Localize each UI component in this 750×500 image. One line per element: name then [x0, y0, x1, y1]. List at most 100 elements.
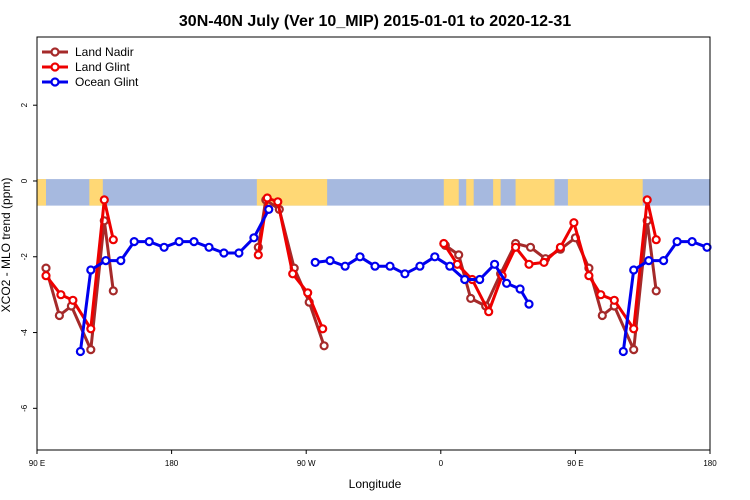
y-tick-label: -6 — [20, 404, 29, 412]
data-point — [174, 237, 184, 247]
data-point — [651, 235, 661, 245]
data-point — [400, 269, 410, 279]
land-band — [443, 179, 459, 206]
x-tick-label: 0 — [439, 459, 444, 468]
plot-frame — [36, 36, 711, 451]
legend-marker — [50, 62, 60, 72]
legend-item: Ocean Glint — [42, 75, 139, 89]
data-point — [629, 265, 639, 275]
series-land-nadir — [41, 195, 661, 355]
data-point — [484, 307, 494, 317]
data-point — [303, 288, 313, 298]
data-point — [454, 250, 464, 260]
y-tick-label: -4 — [20, 328, 29, 336]
series-line — [44, 219, 115, 352]
data-point — [702, 242, 712, 252]
data-point — [325, 256, 335, 266]
data-point — [340, 261, 350, 271]
data-point — [385, 261, 395, 271]
land-ocean-strip — [37, 179, 710, 206]
data-point — [609, 295, 619, 305]
data-point — [129, 237, 139, 247]
data-point — [597, 310, 607, 321]
data-point — [234, 248, 244, 258]
data-point — [569, 218, 579, 228]
chart-title: 30N-40N July (Ver 10_MIP) 2015-01-01 to … — [179, 13, 571, 30]
data-point — [555, 242, 566, 252]
x-axis-label: Longitude — [349, 477, 402, 491]
data-point — [502, 278, 512, 288]
x-tick-label: 90 E — [567, 459, 583, 468]
series-line — [442, 198, 658, 331]
data-point — [101, 256, 111, 266]
data-point — [86, 324, 96, 334]
legend-label: Land Glint — [75, 60, 130, 74]
data-point — [288, 269, 298, 279]
data-point — [219, 248, 229, 258]
data-point — [510, 242, 521, 252]
data-point — [415, 261, 425, 271]
series-ocean-glint — [75, 204, 712, 357]
data-point — [629, 324, 639, 334]
data-point — [355, 252, 365, 262]
data-point — [310, 257, 320, 267]
data-point — [204, 242, 214, 252]
legend-marker — [50, 77, 60, 87]
data-point — [262, 193, 272, 203]
y-tick-label: -2 — [20, 253, 29, 261]
data-point — [319, 341, 329, 351]
x-tick-label: 180 — [165, 459, 179, 468]
data-point — [651, 286, 661, 296]
series-layer — [41, 193, 712, 357]
x-tick-label: 90 E — [29, 459, 45, 468]
data-point — [452, 259, 462, 269]
x-tick-label: 90 W — [297, 459, 316, 468]
data-point — [642, 195, 652, 205]
data-point — [86, 265, 96, 275]
data-point — [41, 271, 51, 281]
data-point — [144, 237, 154, 247]
y-tick-label: 2 — [20, 102, 29, 107]
x-axis: 90 E 180 90 W 0 90 E 180 — [29, 450, 717, 468]
land-band — [493, 179, 501, 206]
y-axis-label: XCO2 - MLO trend (ppm) — [0, 178, 13, 313]
data-point — [189, 237, 199, 247]
series-land-glint — [41, 193, 661, 334]
data-point — [658, 256, 669, 266]
land-band — [567, 179, 643, 206]
data-point — [68, 295, 78, 305]
data-point — [584, 271, 594, 281]
data-point — [490, 259, 500, 269]
data-point — [644, 256, 654, 266]
data-point — [54, 310, 65, 321]
data-point — [430, 252, 440, 262]
series-line — [78, 208, 271, 352]
data-point — [539, 257, 549, 267]
data-point — [475, 274, 485, 285]
data-point — [370, 261, 380, 271]
data-point — [524, 259, 534, 269]
legend-label: Land Nadir — [75, 45, 134, 59]
data-point — [86, 345, 96, 355]
land-band — [466, 179, 474, 206]
data-point — [159, 242, 169, 252]
x-tick-label: 180 — [703, 459, 717, 468]
data-point — [318, 324, 328, 334]
data-point — [515, 284, 525, 294]
data-point — [75, 346, 86, 357]
data-point — [108, 286, 118, 296]
y-tick-label: 0 — [20, 178, 29, 183]
data-point — [108, 235, 118, 245]
land-band — [89, 179, 103, 206]
data-point — [445, 261, 455, 271]
data-point — [439, 238, 449, 249]
data-point — [466, 293, 476, 303]
data-point — [41, 263, 51, 273]
legend-item: Land Nadir — [42, 45, 134, 59]
data-point — [672, 237, 682, 247]
data-point — [249, 233, 259, 243]
data-point — [253, 250, 263, 260]
data-point — [99, 195, 109, 205]
